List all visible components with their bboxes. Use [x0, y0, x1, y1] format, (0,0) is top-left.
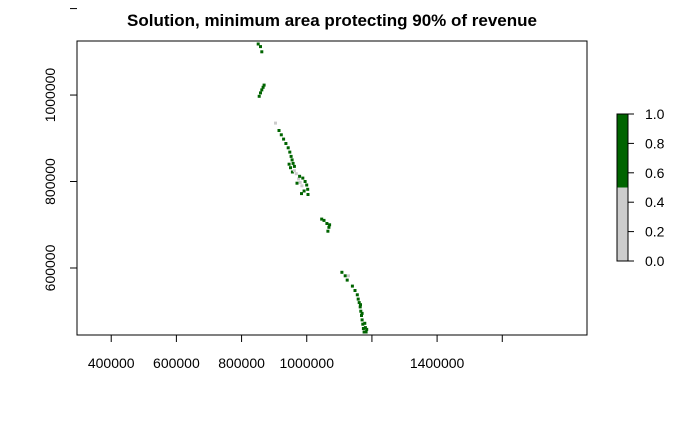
raster-cell: [345, 278, 349, 282]
raster-cell: [284, 142, 288, 145]
x-tick-label: 800000: [218, 355, 265, 371]
raster-cell: [358, 305, 362, 309]
raster-cell: [340, 270, 344, 274]
plot-frame: [76, 40, 588, 336]
raster-cell: [359, 309, 363, 313]
raster-cell: [350, 284, 354, 288]
x-tick-label: 600000: [153, 355, 200, 371]
raster-cell: [306, 193, 310, 196]
y-tick-label: 800000: [42, 158, 58, 205]
raster-cell: [260, 50, 264, 54]
raster-cell: [261, 85, 265, 89]
raster-cell: [359, 303, 362, 307]
raster-cell: [297, 177, 301, 181]
raster-cell: [292, 169, 296, 173]
raster-cell: [287, 162, 291, 166]
raster-cell: [260, 88, 264, 92]
raster-cell: [290, 170, 294, 174]
raster-cell: [353, 289, 357, 292]
raster-cell: [301, 176, 305, 180]
legend-frame: [616, 113, 629, 262]
raster-cell: [298, 174, 302, 178]
y-tick-label: 600000: [42, 244, 58, 291]
raster-cell: [300, 192, 303, 196]
raster-cell: [360, 314, 363, 317]
y-tick-label: 1000000: [42, 68, 58, 123]
raster-cell: [362, 330, 366, 334]
raster-cell: [303, 180, 307, 183]
raster-cell: [286, 146, 290, 150]
legend-tick-label: 1.0: [645, 106, 665, 122]
legend-tick-label: 0.2: [645, 224, 665, 240]
raster-cell: [306, 187, 310, 191]
raster-cell: [292, 164, 296, 168]
raster-cell: [289, 166, 292, 170]
raster-cell: [256, 42, 260, 46]
raster-cell: [356, 297, 360, 301]
legend-swatch: [617, 114, 628, 188]
raster-cell: [365, 327, 369, 331]
raster-cell: [361, 322, 365, 326]
raster-cell: [357, 301, 361, 305]
raster-cell: [328, 223, 332, 227]
raster-cell: [262, 83, 266, 87]
raster-cell: [325, 222, 329, 225]
raster-cell: [322, 218, 326, 222]
raster-cell: [326, 229, 330, 233]
raster-cell: [363, 321, 367, 325]
raster-cell: [347, 274, 350, 278]
legend-tick-label: 0.8: [645, 135, 665, 151]
raster-cell: [290, 158, 294, 162]
raster-cell: [305, 183, 309, 187]
raster-cell: [327, 225, 331, 229]
raster-cells: [256, 42, 369, 334]
raster-cell: [277, 129, 281, 132]
raster-cell: [360, 318, 364, 322]
legend-swatch: [617, 187, 628, 261]
raster-cell: [279, 133, 283, 137]
raster-cell: [289, 154, 293, 158]
x-tick-label: 400000: [88, 355, 135, 371]
raster-cell: [300, 184, 304, 188]
raster-cell: [294, 172, 298, 176]
raster-cell: [302, 189, 306, 193]
raster-cell: [364, 330, 368, 334]
raster-cell: [291, 161, 295, 165]
x-axis: 400000 600000 800000 1000000 1400000: [88, 335, 503, 371]
raster-cell: [298, 180, 302, 184]
raster-cell: [288, 150, 292, 154]
legend-tick-label: 0.0: [645, 253, 665, 269]
raster-cell: [343, 274, 347, 278]
raster-cell: [355, 293, 359, 297]
raster-cell: [360, 311, 364, 315]
raster-cell: [320, 217, 324, 221]
x-tick-label: 1400000: [410, 355, 465, 371]
raster-cell: [274, 121, 277, 125]
raster-cell: [295, 181, 299, 185]
x-tick-label: 1000000: [279, 355, 334, 371]
raster-cell: [259, 91, 262, 95]
chart-title: Solution, minimum area protecting 90% of…: [127, 11, 537, 30]
raster-cell: [257, 94, 261, 98]
raster-cell: [259, 45, 262, 49]
legend-colorbar: 0.0 0.2 0.4 0.6 0.8 1.0: [616, 106, 665, 269]
raster-cell: [363, 326, 367, 330]
raster-cell: [361, 327, 365, 330]
legend-tick-label: 0.6: [645, 165, 665, 181]
raster-cell: [282, 137, 286, 141]
legend-tick-label: 0.4: [645, 194, 665, 210]
y-axis: 600000 800000 1000000: [42, 8, 77, 291]
